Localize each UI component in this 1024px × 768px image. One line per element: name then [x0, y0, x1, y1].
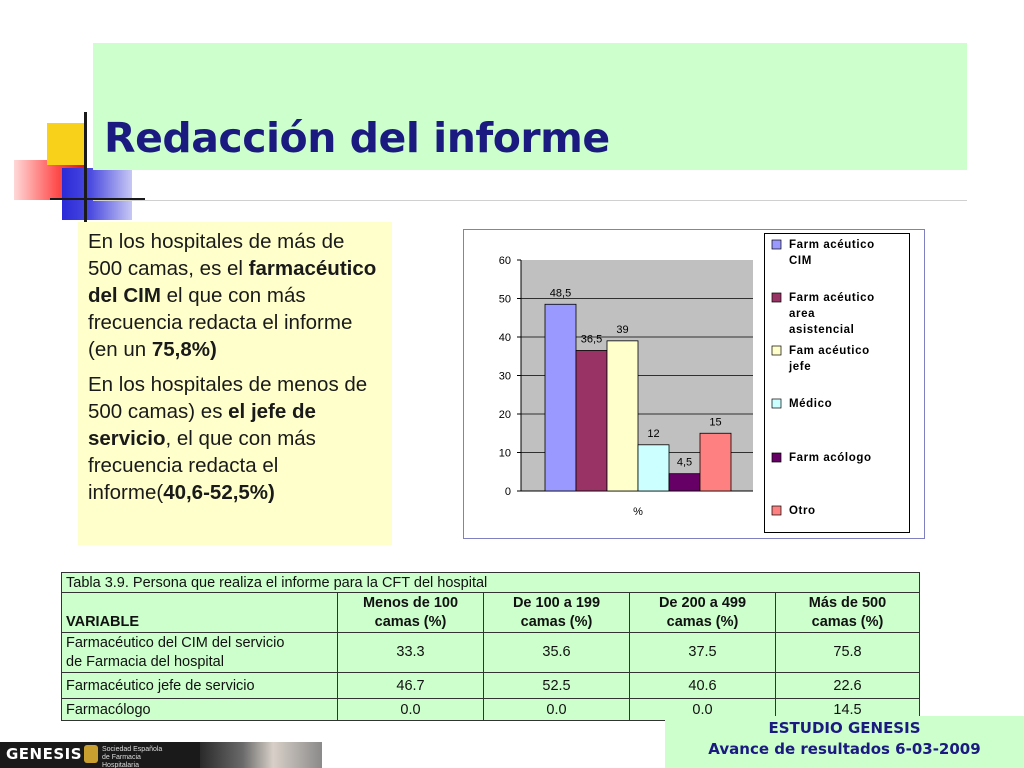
chart-legend: Farm acéutico CIM Farm acéutico area asisten…: [764, 233, 910, 533]
legend-label: Otro: [789, 505, 816, 517]
legend-label: Farm acéutico: [789, 239, 875, 251]
data-label: 36,5: [581, 333, 602, 345]
data-label: 4,5: [677, 457, 692, 469]
legend-swatch: [771, 452, 782, 463]
footer-band: [665, 716, 1024, 768]
table-header-col-4: Más de 500 camas (%): [775, 592, 920, 633]
legend-swatch: [771, 398, 782, 409]
col3-line1: De 200 a 499: [658, 594, 747, 611]
col4-line2: camas (%): [811, 613, 884, 630]
footer-date: Avance de resultados 6-03-2009: [708, 740, 981, 758]
table-cell: 46.7: [337, 672, 484, 699]
data-label: 48,5: [550, 287, 571, 299]
table-cell: 40.6: [629, 672, 776, 699]
legend-label: Fam acéutico: [789, 345, 870, 357]
bar: [544, 303, 577, 492]
footer-study-name: ESTUDIO GENESIS: [768, 719, 921, 737]
table-header-col-2: De 100 a 199 camas (%): [483, 592, 630, 633]
table-header-col-1: Menos de 100 camas (%): [337, 592, 484, 633]
y-tick-label: 50: [499, 294, 511, 306]
title-rule: [93, 200, 967, 201]
col2-line2: camas (%): [520, 613, 593, 630]
bar: [606, 340, 639, 492]
legend-swatch: [771, 345, 782, 356]
row-label: Farmacéutico jefe de servicio: [61, 672, 338, 699]
y-tick-label: 40: [499, 332, 511, 344]
p2-text-d: 40,6-52,5%): [163, 481, 275, 504]
y-tick-label: 30: [499, 371, 511, 383]
decorative-photo: [200, 742, 322, 768]
col3-line2: camas (%): [666, 613, 739, 630]
table-cell: 33.3: [337, 632, 484, 673]
decorative-yellow-block: [47, 123, 87, 165]
data-label: 39: [616, 324, 628, 336]
y-tick-label: 10: [499, 448, 511, 460]
genesis-logo: GENESIS: [6, 745, 83, 763]
p2-text-a: En los hospitales de menos de 500 camas)…: [88, 373, 368, 423]
bar: [668, 473, 701, 492]
p1-text-b: farmacéutico del CIM: [88, 257, 377, 307]
y-tick-label: 0: [505, 486, 511, 498]
slide-title: Redacción del informe: [104, 114, 610, 162]
table-cell: 75.8: [775, 632, 920, 673]
row1-label-line2: de Farmacia del hospital: [66, 653, 224, 670]
p1-text-d: 75,8%): [151, 338, 217, 361]
summary-paragraph-1: En los hospitales de más de 500 camas, e…: [88, 228, 384, 363]
society-seal-icon: [84, 745, 98, 763]
chart-legend-svg: Farm acéutico CIM Farm acéutico area asisten…: [771, 239, 875, 517]
society-name: Sociedad Española de Farmacia Hospitalar…: [102, 746, 163, 768]
table-row: Farmacéutico del CIM del servicio de Farm…: [61, 632, 920, 673]
row-label: Farmacólogo: [61, 698, 338, 721]
bar-chart-svg: 0 10 20 30 40 50 60 48,5 36,5 39 12 4,5 15%: [499, 255, 753, 518]
p1-text-c: el que con más frecuencia redacta el inf…: [88, 284, 353, 361]
legend-swatch: [771, 505, 782, 516]
table-cell: 52.5: [483, 672, 630, 699]
table-cell: 0.0: [337, 698, 484, 721]
table-row: Farmacólogo 0.0 0.0 0.0 14.5: [61, 698, 920, 721]
legend-label: asistencial: [789, 324, 854, 336]
decorative-vertical-line: [84, 112, 87, 222]
data-table: Tabla 3.9. Persona que realiza el inform…: [61, 572, 920, 721]
table-cell: 22.6: [775, 672, 920, 699]
table-row: Farmacéutico jefe de servicio 46.7 52.5 …: [61, 672, 920, 699]
table-cell: 0.0: [483, 698, 630, 721]
title-band: [93, 43, 967, 170]
summary-text-box: En los hospitales de más de 500 camas, e…: [78, 222, 392, 545]
table-header-variable: VARIABLE: [61, 592, 338, 633]
legend-swatch: [771, 292, 782, 303]
data-label: 12: [647, 428, 659, 440]
legend-label: Farm acéutico: [789, 292, 875, 304]
legend-label: Farm acólogo: [789, 452, 872, 464]
legend-label: Médico: [789, 398, 832, 410]
legend-swatch: [771, 239, 782, 250]
col1-line2: camas (%): [374, 613, 447, 630]
bar: [637, 444, 670, 492]
data-label: 15: [709, 416, 721, 428]
row-label: Farmacéutico del CIM del servicio de Farm…: [61, 632, 338, 673]
legend-label: jefe: [788, 361, 811, 373]
row1-label-line1: Farmacéutico del CIM del servicio: [66, 634, 285, 651]
legend-label: area: [789, 308, 815, 320]
bar: [699, 432, 732, 492]
legend-label: CIM: [789, 255, 812, 267]
col1-line1: Menos de 100: [362, 594, 459, 611]
p2-text-b: el jefe de servicio: [88, 400, 316, 450]
decorative-horizontal-line: [50, 198, 145, 200]
decorative-blue-block: [62, 168, 132, 220]
col2-line1: De 100 a 199: [512, 594, 601, 611]
bar: [575, 350, 608, 492]
x-axis-label: %: [633, 506, 643, 518]
y-tick-label: 20: [499, 409, 511, 421]
summary-paragraph-2: En los hospitales de menos de 500 camas)…: [88, 371, 384, 506]
table-header-col-3: De 200 a 499 camas (%): [629, 592, 776, 633]
table-cell: 37.5: [629, 632, 776, 673]
p1-text-a: En los hospitales de más de 500 camas, e…: [88, 230, 345, 280]
table-caption: Tabla 3.9. Persona que realiza el inform…: [61, 572, 920, 593]
p2-text-c: , el que con más frecuencia redacta el i…: [88, 427, 316, 504]
col4-line1: Más de 500: [808, 594, 887, 611]
table-cell: 35.6: [483, 632, 630, 673]
y-tick-label: 60: [499, 255, 511, 267]
